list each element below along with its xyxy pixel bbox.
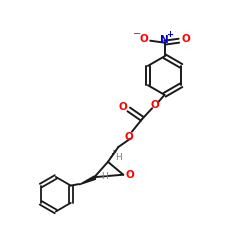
Text: H: H [115, 153, 122, 162]
Text: O: O [125, 170, 134, 180]
Text: +: + [166, 30, 173, 39]
Text: O: O [181, 34, 190, 44]
Text: O: O [124, 132, 133, 142]
Text: O: O [139, 34, 148, 44]
Text: H: H [101, 172, 108, 181]
Text: N: N [160, 35, 169, 45]
Text: O: O [119, 102, 128, 112]
Text: −: − [132, 29, 141, 39]
Text: O: O [151, 100, 160, 110]
